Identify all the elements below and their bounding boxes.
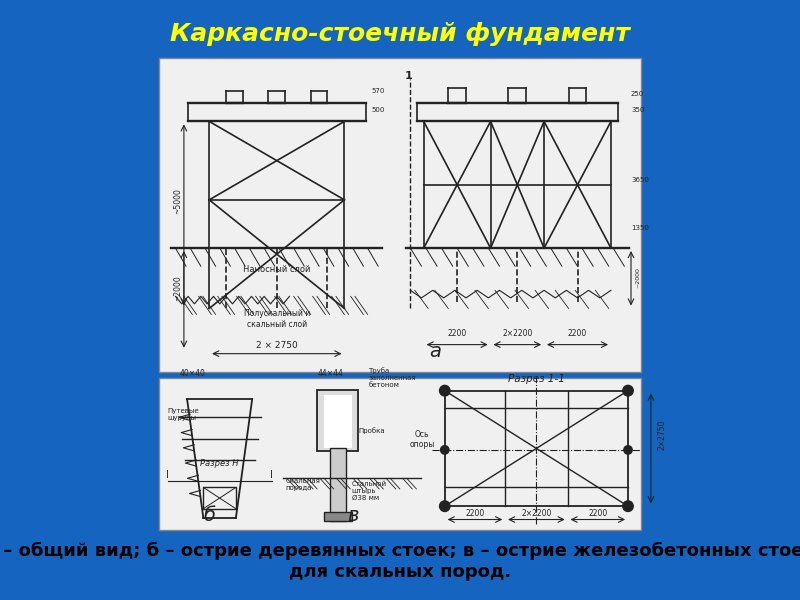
Text: б: б <box>203 506 215 525</box>
Text: 2200: 2200 <box>568 329 587 338</box>
Text: 2200: 2200 <box>588 509 607 518</box>
Text: 2200: 2200 <box>466 509 485 518</box>
Text: Разрез 1-1: Разрез 1-1 <box>508 374 565 384</box>
Text: 2200: 2200 <box>447 329 466 338</box>
Bar <box>324 512 352 521</box>
Text: 40×40: 40×40 <box>179 369 206 378</box>
Text: Ось
опоры: Ось опоры <box>410 430 434 449</box>
Text: 570: 570 <box>372 88 386 94</box>
Text: 250: 250 <box>631 91 644 97</box>
Text: Стальной
штырь
Ø38 мм: Стальной штырь Ø38 мм <box>352 481 386 500</box>
Text: 3650: 3650 <box>631 177 649 183</box>
Text: ~5000: ~5000 <box>173 188 182 214</box>
Text: 2×2200: 2×2200 <box>521 509 551 518</box>
FancyBboxPatch shape <box>159 58 641 371</box>
Bar <box>203 487 236 509</box>
Text: Разрез Н: Разрез Н <box>200 459 239 468</box>
Text: Каркасно-стоечный фундамент: Каркасно-стоечный фундамент <box>170 22 630 46</box>
Text: 1: 1 <box>404 71 412 81</box>
Text: 1350: 1350 <box>631 225 649 231</box>
Text: Наносный слой: Наносный слой <box>243 265 310 274</box>
Text: Пробка: Пробка <box>358 427 385 434</box>
Text: 2×2200: 2×2200 <box>502 329 533 338</box>
Text: Полускальный и
скальный слой: Полускальный и скальный слой <box>244 309 310 329</box>
Text: Труба
заполненная
бетоном: Труба заполненная бетоном <box>368 367 416 388</box>
Circle shape <box>439 385 450 396</box>
Text: 2 × 2750: 2 × 2750 <box>256 341 298 350</box>
Text: в: в <box>347 506 359 525</box>
Text: Путевые
шурупы: Путевые шурупы <box>167 409 199 421</box>
Bar <box>317 390 358 451</box>
Text: ~2000: ~2000 <box>635 268 641 289</box>
Text: 2×2750: 2×2750 <box>657 420 666 451</box>
Circle shape <box>623 385 634 396</box>
Text: I: I <box>270 470 273 480</box>
Text: I: I <box>166 470 169 480</box>
Circle shape <box>439 501 450 511</box>
Text: а – общий вид; б – острие деревянных стоек; в – острие железобетонных стоек
для : а – общий вид; б – острие деревянных сто… <box>0 542 800 581</box>
Text: а: а <box>429 342 441 361</box>
Text: 500: 500 <box>372 107 386 113</box>
Text: ~2000: ~2000 <box>173 275 182 301</box>
Text: Скальная
порода: Скальная порода <box>286 478 320 491</box>
Text: 350: 350 <box>631 107 644 113</box>
Circle shape <box>624 446 632 454</box>
FancyBboxPatch shape <box>159 377 641 530</box>
Text: 44×44: 44×44 <box>318 369 344 378</box>
Bar <box>330 448 346 521</box>
Bar <box>324 395 352 448</box>
Circle shape <box>623 501 634 511</box>
Circle shape <box>441 446 449 454</box>
